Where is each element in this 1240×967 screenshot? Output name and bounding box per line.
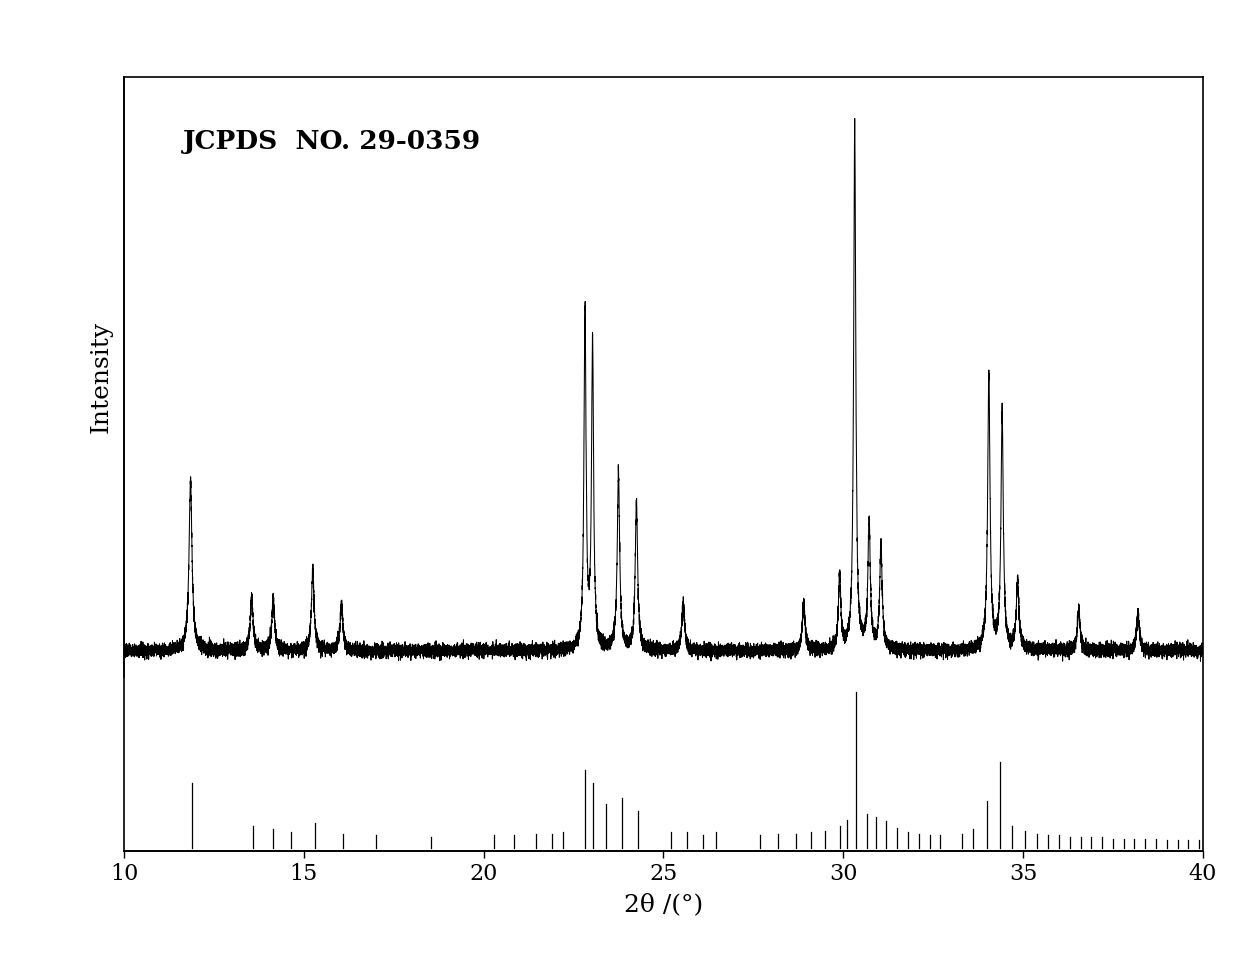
Text: JCPDS  NO. 29-0359: JCPDS NO. 29-0359: [184, 130, 481, 155]
X-axis label: 2θ /(°): 2θ /(°): [624, 894, 703, 916]
Y-axis label: Intensity: Intensity: [89, 321, 113, 433]
